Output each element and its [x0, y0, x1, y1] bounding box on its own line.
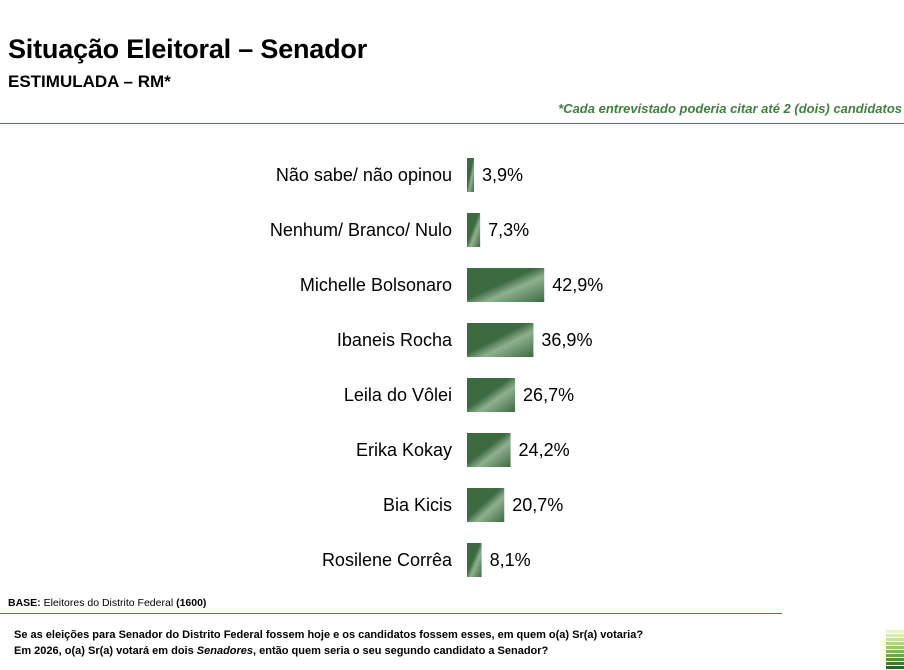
brand-stripes-decoration [886, 630, 904, 670]
bar [467, 433, 511, 467]
footnote-note: *Cada entrevistado poderia citar até 2 (… [558, 101, 902, 116]
question-line-1: Se as eleições para Senador do Distrito … [14, 629, 644, 641]
brand-stripe [886, 650, 904, 653]
category-label: Bia Kicis [383, 495, 452, 515]
bar [467, 323, 534, 357]
base-label: BASE: [8, 597, 41, 609]
question-line-2-end: , então quem seria o seu segundo candida… [253, 645, 549, 657]
question-line-2: Em 2026, o(a) Sr(a) votará em dois Senad… [14, 643, 643, 659]
page-title: Situação Eleitoral – Senador [8, 34, 368, 64]
footer-divider [0, 613, 782, 614]
data-label: 3,9% [482, 165, 523, 185]
bar [467, 543, 482, 577]
category-label: Ibaneis Rocha [337, 330, 453, 350]
bar-chart: Não sabe/ não opinou 3,9% Nenhum/ Branco/ … [270, 158, 603, 577]
brand-stripe [886, 634, 904, 637]
data-label: 42,9% [552, 275, 603, 295]
bar [467, 268, 545, 302]
category-label: Erika Kokay [356, 440, 452, 460]
category-label: Não sabe/ não opinou [276, 165, 452, 185]
category-label: Rosilene Corrêa [322, 550, 453, 570]
bar [467, 378, 516, 412]
base-note: BASE: Eleitores do Distrito Federal (160… [8, 597, 206, 609]
category-label: Michelle Bolsonaro [300, 275, 452, 295]
brand-stripe [886, 646, 904, 649]
brand-stripe [886, 666, 904, 669]
header-divider [0, 123, 904, 124]
data-label: 36,9% [541, 330, 592, 350]
brand-stripe [886, 642, 904, 645]
bar [467, 213, 481, 247]
brand-stripe [886, 658, 904, 661]
bar [467, 158, 475, 192]
brand-stripe [886, 654, 904, 657]
brand-stripe [886, 630, 904, 633]
data-label: 8,1% [490, 550, 531, 570]
survey-question: Se as eleições para Senador do Distrito … [14, 627, 643, 659]
page-subtitle: ESTIMULADA – RM* [8, 72, 171, 91]
data-label: 20,7% [512, 495, 563, 515]
base-count: (1600) [176, 597, 207, 609]
data-label: 24,2% [519, 440, 570, 460]
base-text: Eleitores do Distrito Federal [43, 597, 174, 609]
question-line-2-emphasis: Senadores [196, 645, 254, 657]
data-label: 7,3% [488, 220, 529, 240]
category-label: Leila do Vôlei [344, 385, 452, 405]
brand-stripe [886, 662, 904, 665]
question-line-2-start: Em 2026, o(a) Sr(a) votará em dois [14, 645, 194, 657]
data-label: 26,7% [523, 385, 574, 405]
category-label: Nenhum/ Branco/ Nulo [270, 220, 452, 240]
brand-stripe [886, 638, 904, 641]
bar [467, 488, 505, 522]
